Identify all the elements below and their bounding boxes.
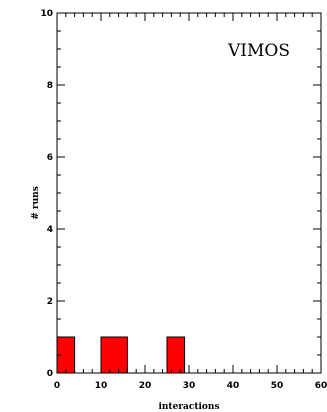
x-tick-label: 20 [139,381,152,391]
chart-annotation: VIMOS [227,41,290,61]
x-tick-label: 50 [271,381,284,391]
y-tick-label: 0 [47,369,53,379]
x-tick-label: 0 [54,381,60,391]
y-tick-labels: 0 2 4 6 8 10 [40,9,53,379]
bar-1 [100,336,128,374]
y-axis-label: # runs [31,186,41,220]
bars-group [56,336,186,374]
y-tick-label: 8 [47,81,53,91]
x-tick-label: 40 [227,381,240,391]
y-tick-label: 2 [47,297,53,307]
y-tick-label: 4 [47,225,53,235]
y-tick-label: 6 [47,153,53,163]
x-tick-labels: 0 10 20 30 40 50 60 [54,381,327,391]
x-tick-label: 60 [315,381,327,391]
ticks-group [56,12,322,374]
x-tick-label: 30 [183,381,196,391]
x-tick-label: 10 [95,381,108,391]
x-axis-label: interactions [158,402,219,412]
y-tick-label: 10 [40,9,53,19]
plot-frame [56,12,322,374]
bar-2 [166,336,186,374]
